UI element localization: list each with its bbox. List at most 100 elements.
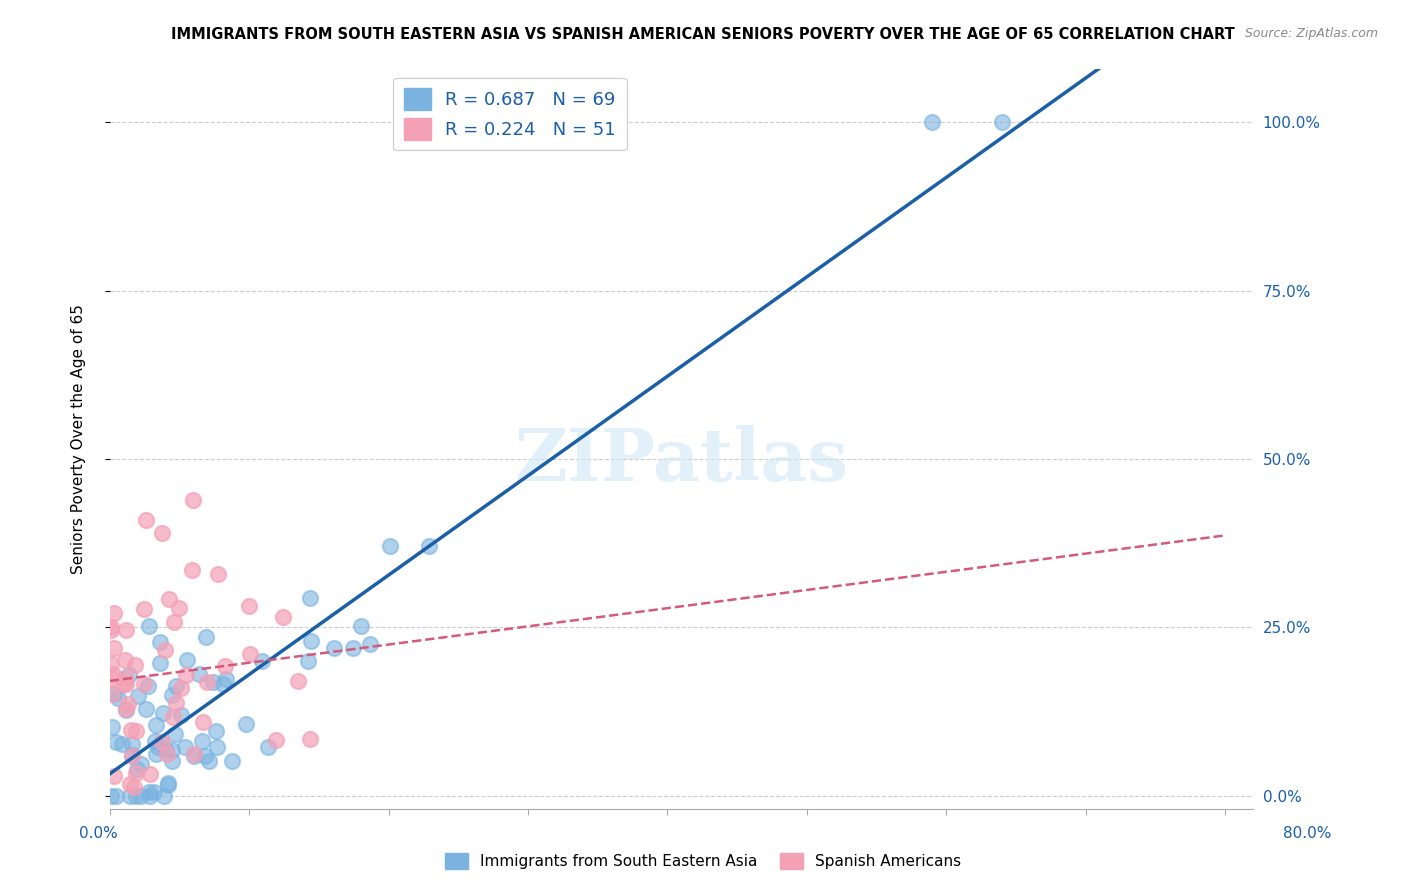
Point (143, 734, 166, 748)
Point (125, 789, 148, 803)
Point (135, 513, 157, 527)
Point (146, 739, 169, 754)
Point (138, 767, 160, 781)
Legend: Immigrants from South Eastern Asia, Spanish Americans: Immigrants from South Eastern Asia, Span… (439, 847, 967, 875)
Point (162, 709, 184, 723)
Point (160, 688, 183, 702)
Point (183, 748, 205, 763)
Point (131, 789, 153, 803)
Point (299, 731, 322, 746)
Point (238, 599, 260, 613)
Point (188, 667, 211, 681)
Point (100, 623, 122, 637)
Point (107, 691, 129, 706)
Point (198, 755, 221, 769)
Point (132, 601, 155, 615)
Point (120, 723, 142, 738)
Point (170, 681, 193, 696)
Point (159, 591, 181, 606)
Point (250, 654, 273, 668)
Point (174, 740, 197, 755)
Point (193, 714, 215, 729)
Point (100, 687, 122, 701)
Point (103, 667, 125, 681)
Point (100, 789, 122, 803)
Point (152, 706, 174, 721)
Point (127, 689, 149, 703)
Point (256, 739, 278, 754)
Point (138, 785, 160, 799)
Point (195, 674, 218, 689)
Point (169, 600, 191, 615)
Point (160, 743, 183, 757)
Y-axis label: Seniors Poverty Over the Age of 65: Seniors Poverty Over the Age of 65 (72, 304, 86, 574)
Point (124, 658, 146, 673)
Point (214, 658, 236, 673)
Point (112, 676, 135, 690)
Point (139, 789, 162, 803)
Point (176, 653, 198, 667)
Point (103, 769, 125, 783)
Point (264, 732, 287, 747)
Point (273, 610, 295, 624)
Point (153, 789, 176, 803)
Point (181, 563, 204, 577)
Point (121, 747, 143, 762)
Text: Source: ZipAtlas.com: Source: ZipAtlas.com (1244, 27, 1378, 40)
Point (117, 697, 139, 711)
Point (191, 733, 214, 747)
Point (118, 668, 141, 682)
Point (114, 653, 136, 667)
Point (156, 778, 179, 792)
Point (155, 643, 177, 657)
Point (322, 641, 344, 656)
Point (299, 591, 322, 605)
Point (163, 727, 186, 741)
Point (194, 630, 217, 644)
Point (165, 696, 187, 710)
Legend: R = 0.687   N = 69, R = 0.224   N = 51: R = 0.687 N = 69, R = 0.224 N = 51 (394, 78, 627, 151)
Point (202, 674, 225, 689)
Point (239, 647, 262, 661)
Point (156, 776, 179, 790)
Point (111, 737, 134, 751)
Point (103, 687, 125, 701)
Point (207, 740, 229, 755)
Point (235, 717, 257, 731)
Point (359, 636, 381, 650)
Point (121, 749, 143, 764)
Text: ZIPatlas: ZIPatlas (515, 425, 848, 497)
Point (150, 735, 173, 749)
Point (115, 703, 138, 717)
Point (155, 743, 177, 757)
Point (121, 737, 143, 751)
Point (122, 780, 145, 794)
Point (165, 679, 187, 693)
Point (115, 677, 138, 691)
Point (181, 493, 204, 508)
Point (221, 754, 243, 768)
Point (103, 606, 125, 620)
Point (207, 566, 229, 581)
Text: 0.0%: 0.0% (79, 827, 118, 841)
Point (101, 720, 124, 734)
Point (287, 674, 309, 689)
Point (132, 677, 155, 691)
Point (149, 656, 172, 670)
Point (103, 641, 125, 656)
Point (100, 657, 122, 672)
Point (143, 785, 166, 799)
Point (350, 619, 373, 633)
Point (170, 707, 193, 722)
Point (212, 676, 235, 690)
Point (125, 723, 148, 738)
Point (163, 615, 186, 629)
Point (342, 641, 364, 656)
Point (297, 654, 319, 668)
Point (138, 618, 160, 632)
Point (150, 736, 173, 750)
Point (136, 679, 159, 693)
Point (299, 634, 322, 648)
Point (418, 539, 440, 553)
Point (118, 777, 141, 791)
